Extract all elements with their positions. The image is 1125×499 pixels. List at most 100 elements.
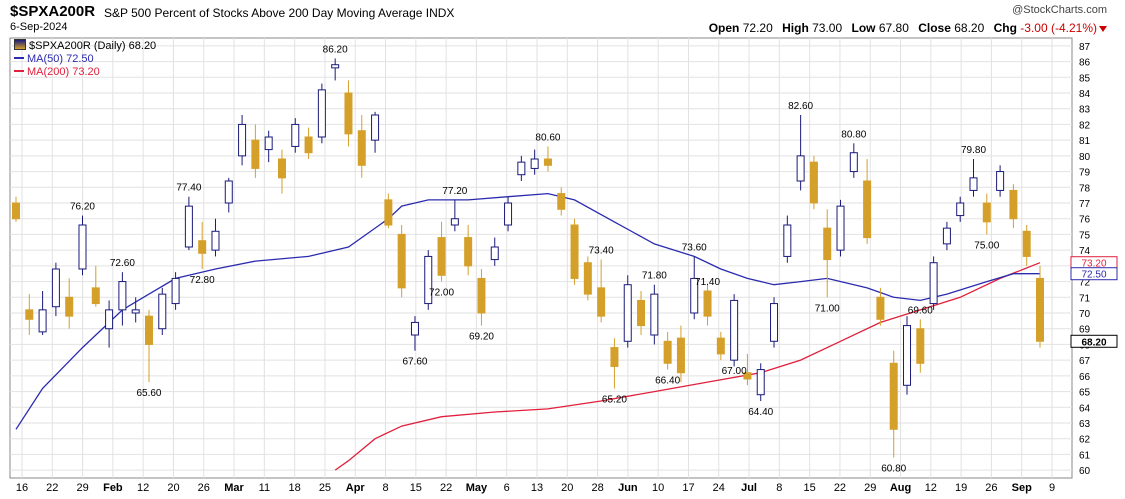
value-annotation: 72.80 (190, 275, 215, 286)
y-tick-label: 60 (1079, 466, 1091, 477)
candle-body (198, 240, 207, 254)
candle-body (716, 337, 725, 355)
legend-main-swatch-icon (14, 39, 26, 50)
open-label: Open (708, 21, 740, 35)
value-annotation: 80.80 (841, 129, 866, 140)
candle-body (836, 205, 845, 251)
candle-body (916, 328, 925, 364)
low-label: Low (851, 21, 876, 35)
candle-body (796, 155, 805, 182)
candle-body (317, 89, 326, 138)
candle-body (490, 246, 499, 261)
value-annotation: 79.80 (961, 145, 986, 156)
x-tick-label: 17 (682, 482, 694, 494)
candle-body (464, 237, 473, 267)
x-tick-label: 12 (137, 482, 149, 494)
ma200-path (334, 262, 1041, 471)
high-label: High (782, 21, 809, 35)
candle-body (703, 290, 712, 317)
x-tick-label: 25 (319, 482, 331, 494)
legend: $SPXA200R (Daily) 68.20 MA(50) 72.50 MA(… (14, 39, 156, 79)
candle-body (903, 325, 912, 386)
candle-body (331, 64, 340, 69)
candle-body (570, 224, 579, 279)
x-tick-label: 29 (76, 482, 88, 494)
candle-body (730, 299, 739, 361)
candle-body (770, 303, 779, 342)
y-tick-label: 80 (1079, 152, 1091, 163)
low-value: 67.80 (878, 21, 909, 35)
candle-body (823, 227, 832, 261)
candle-body (809, 161, 818, 204)
candle-body (238, 123, 247, 157)
candle-body (78, 224, 87, 270)
candle-body (424, 255, 433, 305)
x-tick-label: 24 (713, 482, 725, 494)
x-tick-label: 26 (198, 482, 210, 494)
chg-label: Chg (993, 21, 1017, 35)
candle-body (743, 372, 752, 380)
candle-body (105, 309, 114, 330)
candle-body (1009, 189, 1018, 220)
value-annotation: 82.60 (788, 101, 813, 112)
x-tick-label: 8 (776, 482, 782, 494)
ma50-swatch-icon (14, 57, 24, 59)
ma50-line (15, 192, 1040, 430)
candle-body (344, 92, 353, 135)
x-tick-label: 28 (591, 482, 603, 494)
candle-body (437, 237, 446, 276)
candle-body (184, 205, 193, 248)
brand-watermark: @StockCharts.com (1012, 4, 1107, 16)
x-tick-label: 9 (1049, 482, 1055, 494)
x-tick-label: Aug (890, 482, 911, 494)
value-annotation: 69.60 (908, 305, 933, 316)
ma200-swatch-icon (14, 70, 24, 72)
y-tick-label: 63 (1079, 419, 1091, 430)
candle-body (158, 293, 167, 330)
value-annotation: 64.40 (748, 407, 773, 418)
value-annotation: 80.60 (535, 132, 560, 143)
candle-body (38, 309, 47, 333)
candle-body (397, 233, 406, 289)
x-tick-label: 22 (834, 482, 846, 494)
annotations: 76.20 72.60 65.60 77.40 72.80 86.20 67.60 72.00… (70, 44, 1000, 474)
candle-body (942, 227, 951, 245)
chg-value: -3.00 (-4.21%) (1020, 21, 1097, 35)
value-annotation: 71.40 (695, 277, 720, 288)
candle-body (504, 202, 513, 226)
y-tick-label: 65 (1079, 388, 1091, 399)
x-tick-label: 8 (382, 482, 388, 494)
price-label-text: 72.50 (1081, 270, 1106, 281)
candle-body (304, 136, 313, 154)
candle-body (530, 158, 539, 169)
legend-main-label: $SPXA200R (Daily) 68.20 (29, 40, 157, 52)
candle-body (12, 202, 20, 220)
value-annotation: 76.20 (70, 202, 95, 213)
value-annotation: 67.00 (722, 366, 747, 377)
y-tick-label: 87 (1079, 42, 1091, 53)
y-tick-label: 64 (1079, 403, 1091, 414)
y-tick-label: 67 (1079, 356, 1091, 367)
candle-body (663, 340, 672, 364)
x-tick-label: Mar (224, 482, 244, 494)
value-annotation: 69.20 (469, 332, 494, 343)
y-tick-label: 76 (1079, 215, 1091, 226)
value-annotation: 86.20 (323, 44, 348, 55)
candle-body (211, 230, 220, 251)
legend-ma200: MA(200) 73.20 (14, 66, 156, 79)
candle-body (996, 171, 1005, 191)
candle-body (557, 193, 566, 210)
candle-body (543, 158, 552, 166)
ohlc-readout: Open 72.20 High 73.00 Low 67.80 Close 68… (709, 21, 1097, 35)
candle-body (889, 362, 898, 430)
value-annotation: 65.60 (136, 388, 161, 399)
x-tick-label: 15 (410, 482, 422, 494)
candle-body (118, 281, 127, 311)
close-value: 68.20 (954, 21, 985, 35)
legend-ma50-label: MA(50) 72.50 (27, 53, 94, 65)
value-annotation: 66.40 (655, 376, 680, 387)
candle-body (410, 321, 419, 336)
ma50-path (15, 192, 1040, 430)
plot-frame (9, 37, 1073, 479)
